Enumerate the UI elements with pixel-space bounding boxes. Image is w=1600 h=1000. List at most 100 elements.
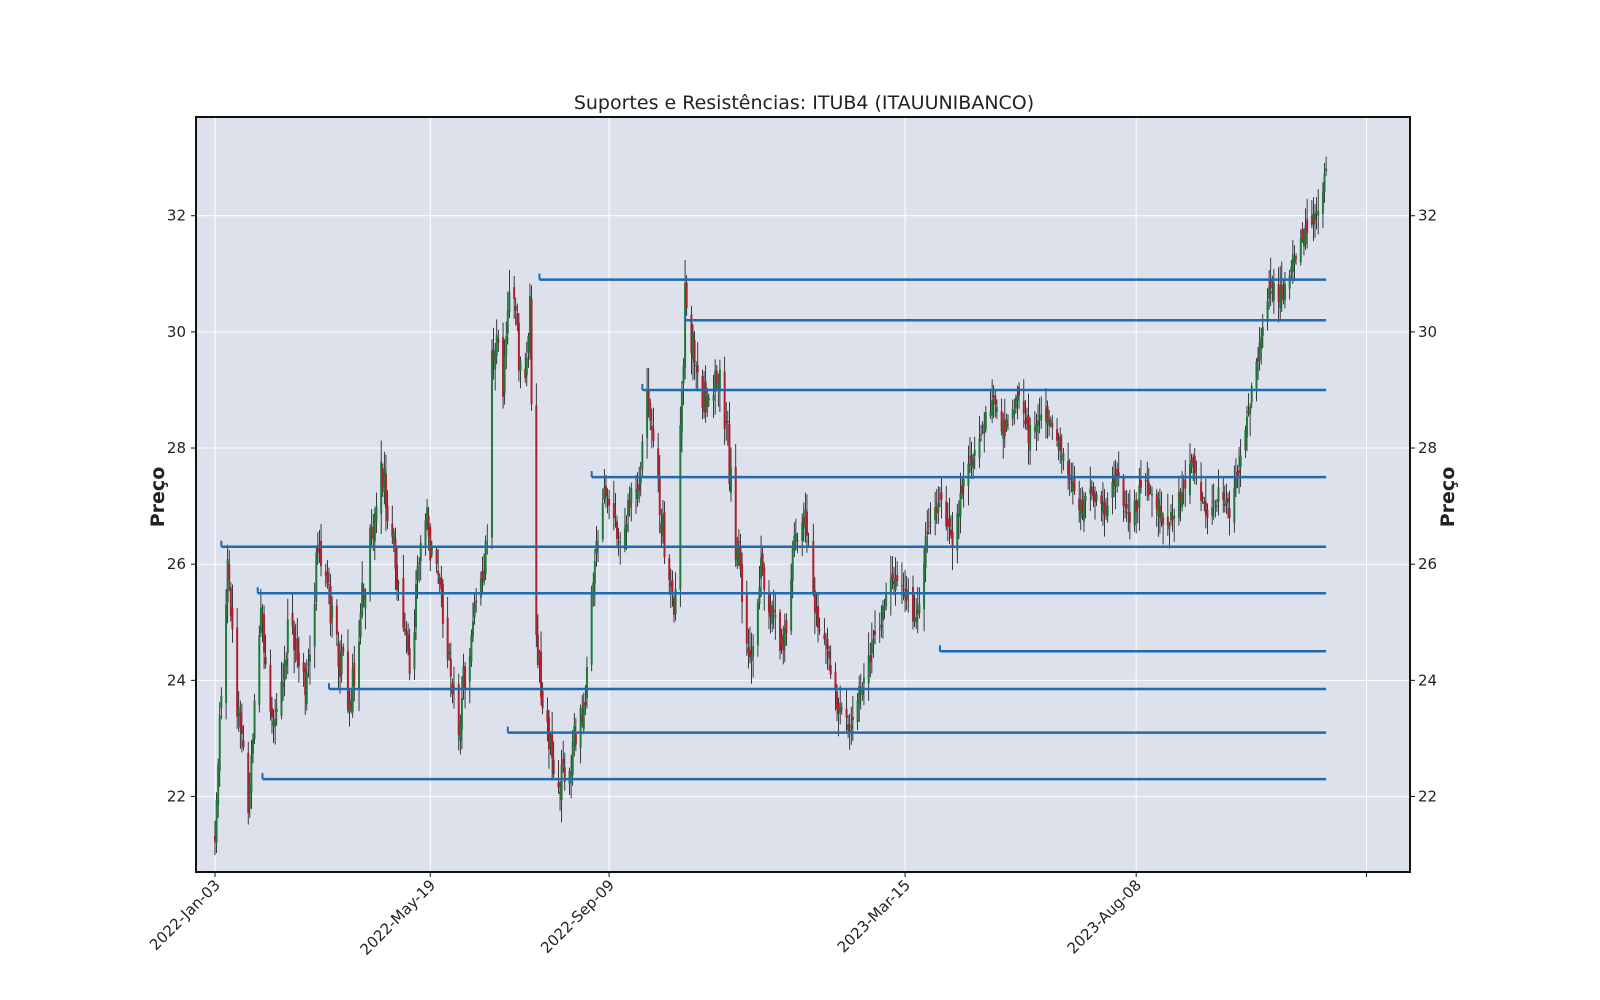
candle-body [619, 541, 622, 544]
candle-body [320, 540, 323, 567]
candle-body [240, 726, 243, 734]
candle-body [259, 607, 262, 634]
candle-body [1184, 479, 1187, 489]
candle-body [1206, 509, 1209, 519]
candle-body [961, 485, 964, 495]
candle-body [1223, 503, 1226, 506]
candle-body [889, 577, 892, 594]
candle-body [714, 370, 717, 392]
candle-body [1025, 417, 1028, 423]
candle-body [1193, 455, 1196, 474]
candle-body [1135, 500, 1138, 512]
candle-body [856, 700, 859, 723]
candle-body [783, 628, 786, 646]
candle-body [490, 350, 493, 538]
candle-body [370, 526, 373, 538]
candle-body [481, 570, 484, 580]
candle-body [707, 397, 710, 401]
candle-body [691, 332, 694, 359]
candle-body [946, 519, 949, 525]
candle-body [1177, 492, 1180, 519]
candle-body [440, 577, 443, 589]
candle-body [1071, 483, 1074, 492]
candle-body [625, 524, 628, 532]
candle-body [818, 629, 821, 631]
candle-body [285, 659, 288, 667]
candle-body [647, 390, 650, 405]
candle-body [668, 558, 671, 581]
candle-body [1247, 411, 1250, 413]
candle-body [881, 605, 884, 621]
candle-body [1000, 411, 1003, 432]
candle-body [1037, 420, 1040, 427]
candle-body [503, 354, 506, 394]
candle-body [517, 322, 520, 371]
candle-body [1236, 471, 1239, 476]
candle-body [538, 652, 541, 661]
candle-body [612, 503, 615, 519]
candle-body [850, 724, 853, 729]
y-ticks: 22 22 24 24 26 26 28 28 30 30 32 32 [167, 207, 1437, 806]
candle-body [272, 720, 275, 726]
candle-body [826, 638, 829, 650]
candle-body [658, 477, 661, 516]
candle-body [452, 686, 455, 689]
candle-body [962, 479, 965, 487]
candle-body [593, 561, 596, 584]
candle-body [1044, 408, 1047, 422]
candle-body [270, 707, 273, 718]
candle-body [870, 643, 873, 654]
candle-body [1067, 461, 1070, 476]
candle-body [396, 564, 399, 590]
candle-body [494, 351, 497, 370]
candle-body [1057, 443, 1060, 450]
candle-body [772, 609, 775, 613]
candle-body [1226, 498, 1229, 503]
candle-body [462, 665, 465, 690]
candle-body [679, 425, 682, 590]
candle-body [1201, 496, 1204, 499]
candle-body [970, 455, 973, 466]
candle-body [1024, 420, 1027, 425]
candle-body [649, 402, 652, 421]
candle-body [1122, 477, 1125, 507]
candle-body [530, 298, 533, 405]
candle-body [1173, 515, 1176, 519]
candle-body [470, 635, 473, 662]
candle-body [956, 512, 959, 551]
candle-body [652, 429, 655, 441]
candle-body [959, 492, 962, 518]
x-tick-label: 2022-May-19 [356, 876, 439, 959]
candle-body [479, 578, 482, 598]
candle-body [840, 707, 843, 710]
candle-body [834, 671, 837, 689]
candle-body [361, 582, 364, 616]
candle-body [739, 547, 742, 570]
candle-body [1282, 296, 1285, 301]
plot-area [196, 117, 1410, 872]
candle-body [1279, 287, 1282, 309]
candle-body [1138, 485, 1141, 508]
candle-body [885, 594, 888, 607]
candle-body [927, 525, 930, 527]
candle-body [1166, 516, 1169, 526]
candle-body [823, 634, 826, 640]
candle-body [1181, 492, 1184, 508]
candle-body [1128, 512, 1131, 523]
candle-body [540, 651, 543, 698]
candle-body [1029, 424, 1032, 451]
candle-body [763, 567, 766, 590]
candle-body [408, 648, 411, 674]
candle-body [350, 703, 353, 709]
candle-body [419, 542, 422, 562]
candle-body [1325, 168, 1328, 172]
candle-body [718, 369, 721, 391]
candle-body [358, 641, 361, 689]
y-tick-label-right: 24 [1418, 671, 1437, 689]
candle-body [1073, 478, 1076, 491]
candle-body [1125, 503, 1128, 509]
candle-body [528, 296, 531, 339]
candle-body [337, 643, 340, 667]
candle-body [213, 835, 216, 842]
candle-body [1124, 511, 1127, 513]
